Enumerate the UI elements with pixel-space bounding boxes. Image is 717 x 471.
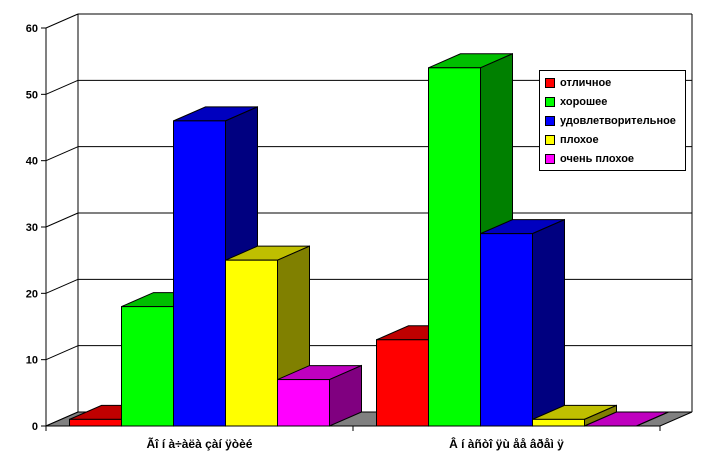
x-category-label: Â í àñòî ÿù åå âðåì ÿ: [449, 436, 564, 451]
legend-swatch: [545, 115, 555, 126]
bar-front: [225, 259, 278, 427]
bar: [532, 404, 617, 427]
bars: [69, 53, 669, 427]
legend-item: хорошее: [540, 92, 685, 111]
gridline-side: [45, 13, 79, 29]
x-category-label: Ãî í à÷àëà çàí ÿòèé: [147, 436, 253, 451]
y-tick-label: 50: [26, 89, 38, 101]
bar-front: [69, 418, 122, 427]
y-tick-label: 30: [26, 222, 38, 234]
bar: [480, 218, 565, 427]
y-tick-label: 20: [26, 288, 38, 300]
legend-swatch: [545, 134, 555, 145]
legend-item: плохое: [540, 130, 685, 149]
bar-side: [636, 411, 669, 427]
legend-label: очень плохое: [560, 152, 635, 165]
legend-item: отличное: [540, 73, 685, 92]
y-tick-label: 60: [26, 23, 38, 35]
legend-item: удовлетворительное: [540, 111, 685, 130]
legend-swatch: [545, 153, 555, 164]
bar: [277, 364, 362, 427]
bar-front: [173, 120, 226, 427]
legend-label: отличное: [560, 76, 612, 89]
legend-label: хорошее: [560, 95, 608, 108]
bar-front: [121, 306, 174, 427]
legend-label: плохое: [560, 133, 599, 146]
bar-front: [428, 67, 481, 427]
gridline-side: [45, 146, 79, 162]
gridline-side: [45, 278, 79, 294]
bar-front: [532, 418, 585, 427]
legend-swatch: [545, 77, 555, 88]
legend: отличное хорошее удовлетворительное плохое о…: [539, 70, 686, 171]
legend-item: очень плохое: [540, 149, 685, 168]
y-tick-label: 40: [26, 156, 38, 168]
legend-label: удовлетворительное: [560, 114, 676, 127]
axis-labels: 0 10 20 30 40 50 60 Ãî í à÷àëà çàí ÿòèé Â í àñòî…: [26, 23, 661, 451]
legend-swatch: [545, 96, 555, 107]
bar-front: [480, 233, 533, 427]
gridline-side: [45, 79, 79, 95]
bar-front: [277, 379, 330, 427]
bar-side: [532, 218, 565, 427]
bar: [584, 411, 669, 427]
gridline-side: [45, 212, 79, 228]
gridline-side: [45, 345, 79, 361]
y-tick-label: 0: [32, 421, 38, 433]
bar-front: [376, 339, 429, 427]
y-tick-label: 10: [26, 355, 38, 367]
